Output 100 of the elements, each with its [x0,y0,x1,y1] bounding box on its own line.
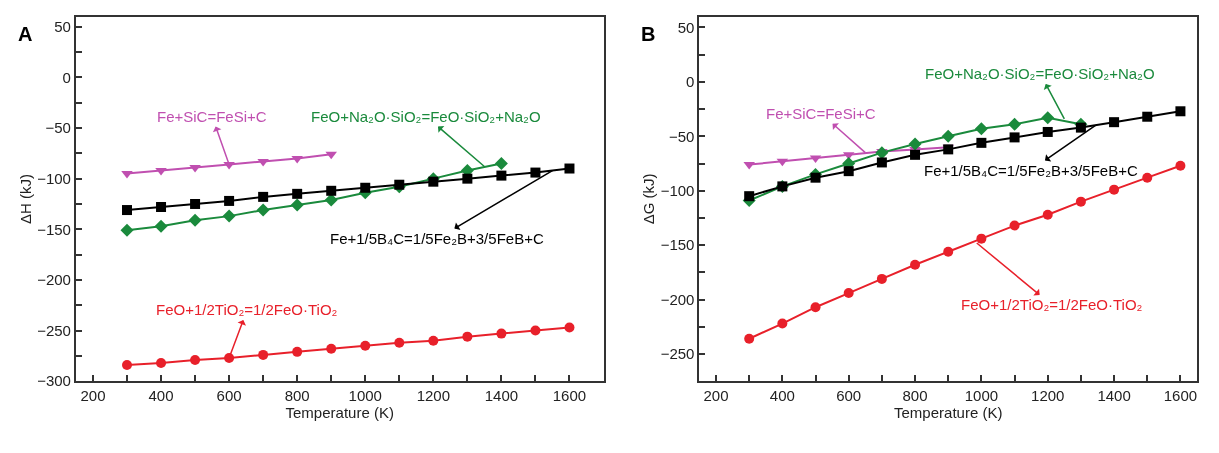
x-tick-label: 600 [216,387,242,405]
point [530,325,541,336]
point [496,170,507,181]
point [256,203,270,217]
point [290,198,304,212]
x-tick-label: 200 [703,387,729,405]
x-axis-title: Temperature (K) [894,404,1003,422]
point [910,259,921,270]
point [943,246,954,257]
y-tick-label: −50 [668,127,695,145]
point [744,191,755,202]
chart-title: A [18,23,33,45]
annotation: FeO+Na₂O·SiO₂=FeO·SiO₂+Na₂O [311,108,541,125]
point [1175,160,1186,171]
annotation: Fe+1/5B₄C=1/5Fe₂B+3/5FeB+C [924,162,1138,179]
point [326,343,337,354]
point [1009,220,1020,231]
y-axis-title: ΔH (kJ) [16,173,34,224]
y-tick-label: 0 [62,68,71,86]
x-tick-label: 200 [80,387,106,405]
point [156,358,167,368]
point [1109,184,1120,195]
point [843,166,854,177]
y-tick-label: −300 [37,372,71,390]
point [224,195,235,206]
point [876,157,887,168]
point [224,352,235,363]
point [496,328,507,339]
y-tick-label: −100 [37,169,71,187]
point [810,302,821,313]
point [326,185,337,196]
x-tick-label: 1000 [964,387,999,405]
y-tick-label: −200 [660,290,695,308]
x-tick-label: 1600 [1163,387,1198,405]
point [122,360,132,371]
y-tick-label: −250 [37,321,71,339]
point [292,188,303,199]
point [1009,132,1020,143]
point [876,273,887,284]
point [1175,106,1186,117]
x-tick-label: 1200 [1031,387,1065,405]
annotation: Fe+SiC=FeSi+C [766,105,876,122]
point [976,137,987,148]
y-tick-label: 50 [54,17,71,35]
point [394,179,405,190]
annotation: FeO+1/2TiO₂=1/2FeO·TiO₂ [156,301,338,318]
x-tick-label: 800 [902,387,928,405]
point [121,205,132,216]
point [910,149,921,160]
point [190,354,201,365]
point [744,333,755,344]
chart-title: B [641,23,656,45]
point [258,191,269,202]
x-tick-label: 1600 [552,387,587,405]
y-tick-label: 50 [677,18,695,36]
point [154,219,168,233]
point [974,122,988,136]
point [777,318,788,329]
point [120,223,134,237]
y-tick-label: −150 [37,220,71,238]
point [530,167,541,178]
y-tick-label: −250 [660,345,695,363]
point [564,322,575,333]
point [494,156,508,170]
annotation: Fe+1/5B₄C=1/5Fe₂B+3/5FeB+C [330,230,544,247]
point [941,129,955,143]
x-tick-label: 1400 [484,387,519,405]
point [462,331,473,342]
point [257,158,269,167]
point [292,346,303,357]
y-tick-label: −200 [37,271,71,289]
annotation: Fe+SiC=FeSi+C [157,108,267,125]
point [1008,117,1022,131]
point [190,198,201,209]
point [360,340,371,351]
point [222,209,236,223]
point [1042,126,1053,137]
y-tick-label: −150 [660,236,695,254]
x-tick-label: 400 [148,387,174,405]
x-tick-label: 1200 [416,387,451,405]
point [462,173,473,184]
y-axis-title: ΔG (kJ) [640,173,658,225]
point [976,233,987,244]
point [843,288,854,299]
point [1109,117,1120,128]
point [325,151,337,160]
x-tick-label: 1400 [1097,387,1131,405]
point [291,155,303,164]
point [258,349,269,360]
y-tick-label: 0 [686,73,695,91]
point [428,176,439,187]
point [1075,196,1086,207]
point [908,137,922,151]
annotation: FeO+1/2TiO₂=1/2FeO·TiO₂ [961,296,1143,313]
point [1042,209,1053,220]
point [156,202,167,213]
y-tick-label: −100 [660,181,695,199]
x-tick-label: 600 [836,387,862,405]
point [428,335,439,346]
point [1075,122,1086,133]
